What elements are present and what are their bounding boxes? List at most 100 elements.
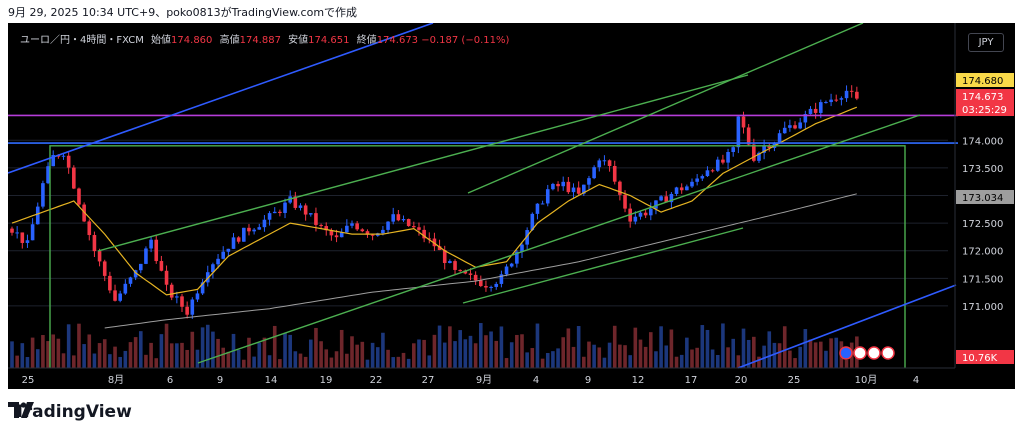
change-value: −0.187 (−0.11%) <box>421 35 510 46</box>
ma-slow-line <box>104 193 857 329</box>
candle <box>607 160 612 166</box>
candle <box>798 122 802 129</box>
currency-button[interactable]: JPY <box>968 33 1004 52</box>
volume-bar <box>844 359 849 368</box>
high-value: 174.887 <box>239 35 281 46</box>
volume-bar <box>582 356 586 368</box>
volume-bar <box>695 347 699 368</box>
candle <box>504 266 509 275</box>
volume-bar <box>762 345 766 368</box>
volume-bar <box>159 334 164 368</box>
volume-bar <box>752 336 756 368</box>
volume-bar <box>298 353 303 368</box>
candle <box>144 248 148 264</box>
volume-bar <box>303 356 308 368</box>
candle <box>339 232 344 238</box>
volume-bar <box>545 353 550 368</box>
volume-bar <box>746 339 751 368</box>
candle <box>705 170 710 177</box>
volume-tag-bg <box>956 350 1014 364</box>
candle <box>159 261 164 271</box>
volume-bar <box>612 325 617 368</box>
candle <box>283 202 287 213</box>
candle <box>710 170 715 172</box>
candle <box>345 225 349 233</box>
candle <box>195 293 200 300</box>
volume-bar <box>216 338 220 368</box>
volume-bar <box>92 353 97 368</box>
candle <box>437 246 442 251</box>
candle <box>520 244 524 252</box>
volume-bar <box>674 356 679 368</box>
volume-bar <box>623 345 627 368</box>
candle <box>35 206 40 225</box>
volume-bar <box>782 326 787 368</box>
volume-bar <box>602 357 607 368</box>
volume-bar <box>175 343 179 368</box>
candle <box>432 238 437 247</box>
high-label: 高値 <box>219 35 240 46</box>
candle <box>329 230 334 236</box>
volume-bar <box>685 337 689 368</box>
volume-bar <box>427 355 432 368</box>
x-tick-label: 9 <box>585 375 591 386</box>
tradingview-logo-icon <box>8 402 34 418</box>
channel-line-2 <box>467 23 864 194</box>
candle <box>97 251 102 262</box>
volume-bar <box>375 347 380 368</box>
ma-fast-line <box>11 106 858 296</box>
candle <box>643 212 648 216</box>
volume-bar <box>262 337 267 368</box>
candle <box>638 212 643 217</box>
candle <box>726 151 730 163</box>
candle <box>824 102 828 104</box>
candle <box>540 203 545 205</box>
candle <box>303 205 308 215</box>
candle <box>252 229 256 232</box>
volume-bar <box>587 341 591 368</box>
volume-bar <box>566 328 571 368</box>
candle <box>597 160 602 168</box>
volume-bar <box>829 338 833 368</box>
footer-brand: TradingView <box>14 402 132 422</box>
candle <box>102 261 107 276</box>
range-box <box>49 145 906 368</box>
candle <box>669 193 674 203</box>
volume-bar <box>777 343 782 368</box>
candle <box>448 261 452 264</box>
candle <box>736 116 741 148</box>
event-marker-icon <box>853 346 867 360</box>
volume-bar <box>432 334 437 368</box>
candle <box>808 108 813 115</box>
candle <box>530 213 535 231</box>
candle <box>571 187 576 193</box>
volume-bar <box>221 347 226 368</box>
volume-bar <box>128 342 133 368</box>
volume-bar <box>437 325 442 368</box>
candle <box>417 227 421 230</box>
volume-bar <box>690 349 694 368</box>
volume-bar <box>618 344 622 368</box>
volume-bar <box>391 357 396 368</box>
volume-bar <box>607 342 612 368</box>
candle <box>278 211 282 213</box>
low-value: 174.651 <box>308 35 350 46</box>
volume-bar <box>272 325 277 368</box>
candle <box>690 181 694 187</box>
volume-bar <box>834 337 839 368</box>
volume-bar <box>10 341 14 368</box>
volume-bar <box>30 337 35 368</box>
candle <box>293 196 298 208</box>
volume-bar <box>448 326 452 368</box>
volume-bar <box>345 353 349 368</box>
candle <box>154 239 159 262</box>
volume-bar <box>365 359 370 368</box>
candle <box>679 187 684 191</box>
volume-bar <box>355 344 359 368</box>
candle <box>77 188 81 205</box>
candle <box>386 221 390 230</box>
candle <box>767 145 772 148</box>
chart-area[interactable]: 171.000171.500172.000172.500173.000173.5… <box>8 23 1015 389</box>
candle <box>20 232 25 243</box>
price-chart[interactable]: 171.000171.500172.000172.500173.000173.5… <box>8 23 1015 389</box>
